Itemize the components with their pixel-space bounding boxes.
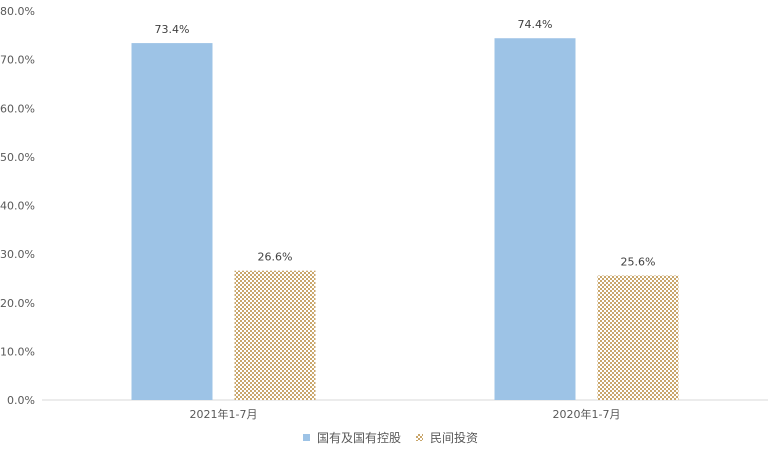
bar-private-investment — [234, 270, 316, 400]
legend-label-private: 民间投资 — [430, 430, 478, 445]
y-tick-label: 30.0% — [0, 248, 35, 261]
y-tick-label: 70.0% — [0, 54, 35, 67]
legend-label-state-owned: 国有及国有控股 — [317, 431, 401, 445]
y-tick-label: 60.0% — [0, 102, 35, 115]
legend-swatch-private — [416, 434, 423, 441]
y-axis-ticks: 0.0% 10.0% 20.0% 30.0% 40.0% 50.0% 60.0% 70.0% 8… — [0, 5, 35, 407]
y-tick-label: 0.0% — [7, 394, 35, 407]
category-labels: 2021年1-7月 2020年1-7月 — [190, 407, 621, 421]
y-tick-label: 40.0% — [0, 200, 35, 213]
bar-state-owned — [494, 38, 576, 400]
legend-swatch-state-owned — [303, 434, 310, 441]
data-label: 25.6% — [621, 256, 656, 269]
y-tick-label: 80.0% — [0, 5, 35, 18]
x-category-label: 2021年1-7月 — [190, 407, 258, 421]
data-labels: 73.4% 26.6% 74.4% 25.6% — [155, 18, 656, 268]
bar-state-owned — [131, 43, 213, 400]
y-tick-label: 20.0% — [0, 297, 35, 310]
y-tick-label: 50.0% — [0, 151, 35, 164]
data-label: 26.6% — [258, 251, 293, 264]
x-category-label: 2020年1-7月 — [553, 407, 621, 421]
data-label: 74.4% — [518, 18, 553, 31]
bars — [131, 38, 679, 400]
legend: 国有及国有控股 民间投资 — [303, 430, 478, 445]
data-label: 73.4% — [155, 23, 190, 36]
y-tick-label: 10.0% — [0, 345, 35, 358]
bar-private-investment — [597, 275, 679, 400]
